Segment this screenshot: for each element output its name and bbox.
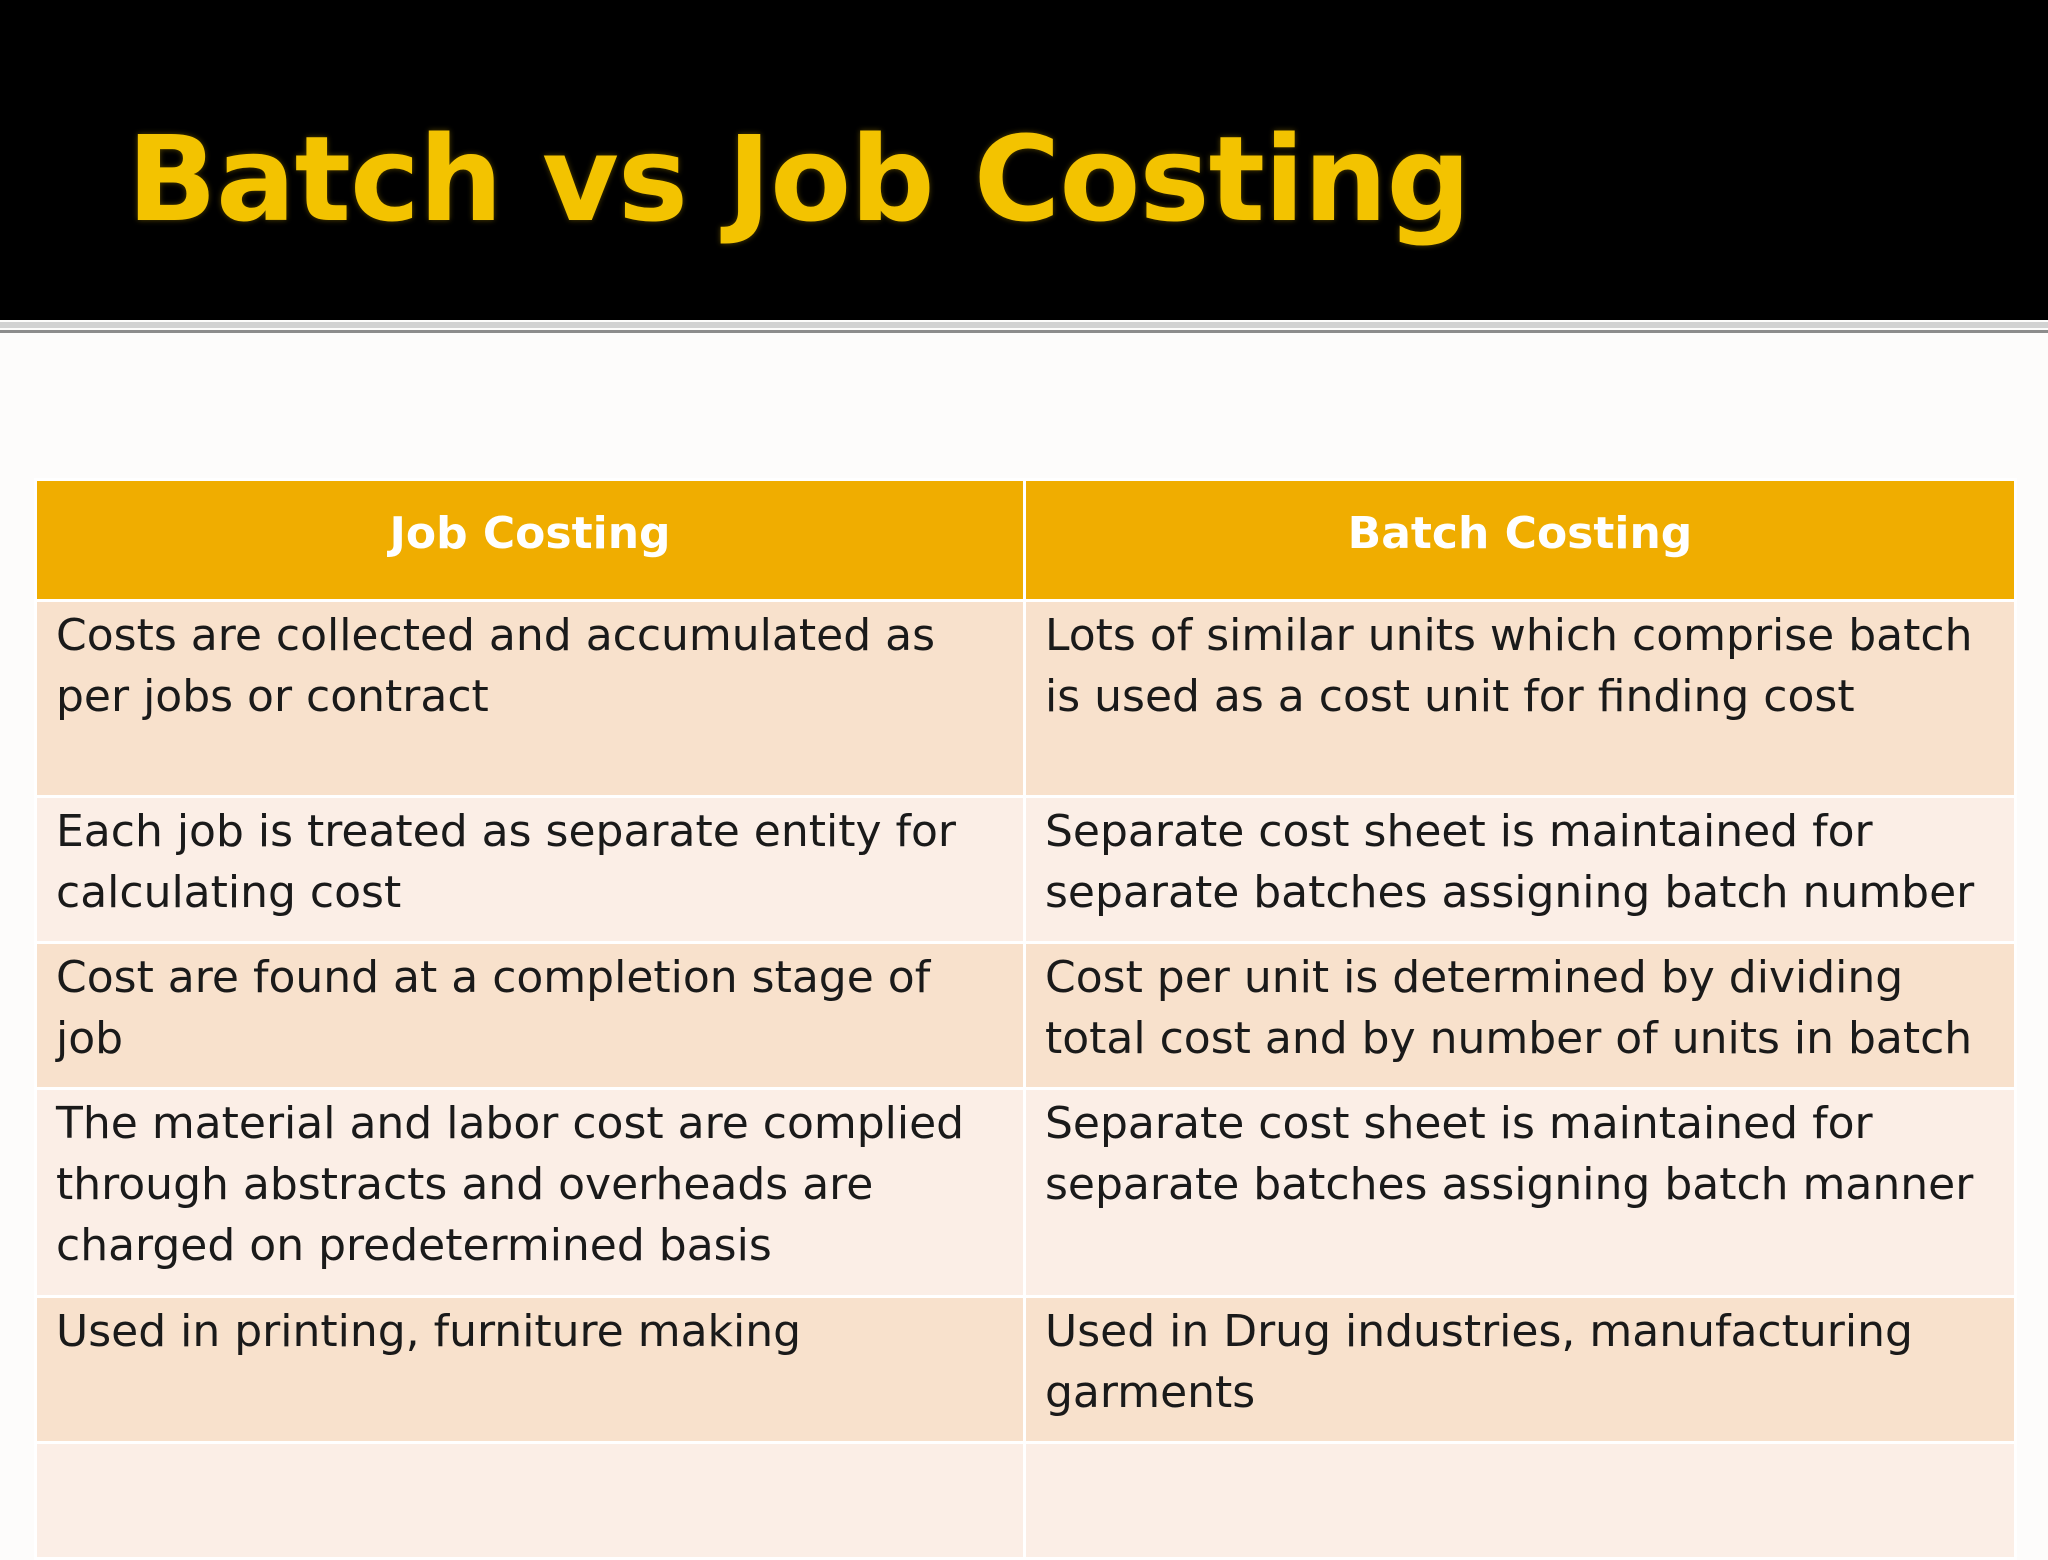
slide-title: Batch vs Job Costing [127, 110, 1471, 248]
table-row: Cost are found at a completion stage of … [34, 941, 2017, 1090]
table-row: Used in printing, furniture making Used … [34, 1295, 2017, 1444]
batch-costing-cell: Separate cost sheet is maintained for se… [1023, 795, 2017, 944]
batch-costing-cell: Separate cost sheet is maintained for se… [1023, 1087, 2017, 1298]
job-costing-cell: Used in printing, furniture making [34, 1295, 1026, 1444]
table-row: Each job is treated as separate entity f… [34, 795, 2017, 944]
header-batch-costing: Batch Costing [1023, 478, 2017, 602]
batch-costing-cell: Cost per unit is determined by dividing … [1023, 941, 2017, 1090]
header-job-costing: Job Costing [34, 478, 1026, 602]
comparison-table: Job Costing Batch Costing Costs are coll… [34, 478, 2017, 1560]
batch-costing-cell-empty [1023, 1441, 2017, 1560]
table-row-empty [34, 1441, 2017, 1560]
table-header-row: Job Costing Batch Costing [34, 478, 2017, 602]
title-bar: Batch vs Job Costing [0, 0, 2048, 320]
table-row: The material and labor cost are complied… [34, 1087, 2017, 1298]
batch-costing-cell: Lots of similar units which comprise bat… [1023, 599, 2017, 798]
job-costing-cell: Each job is treated as separate entity f… [34, 795, 1026, 944]
job-costing-cell: The material and labor cost are complied… [34, 1087, 1026, 1298]
batch-costing-cell: Used in Drug industries, manufacturing g… [1023, 1295, 2017, 1444]
job-costing-cell: Cost are found at a completion stage of … [34, 941, 1026, 1090]
title-divider-dark [0, 330, 2048, 333]
table-row: Costs are collected and accumulated as p… [34, 599, 2017, 798]
job-costing-cell: Costs are collected and accumulated as p… [34, 599, 1026, 798]
job-costing-cell-empty [34, 1441, 1026, 1560]
title-divider-light [0, 322, 2048, 328]
